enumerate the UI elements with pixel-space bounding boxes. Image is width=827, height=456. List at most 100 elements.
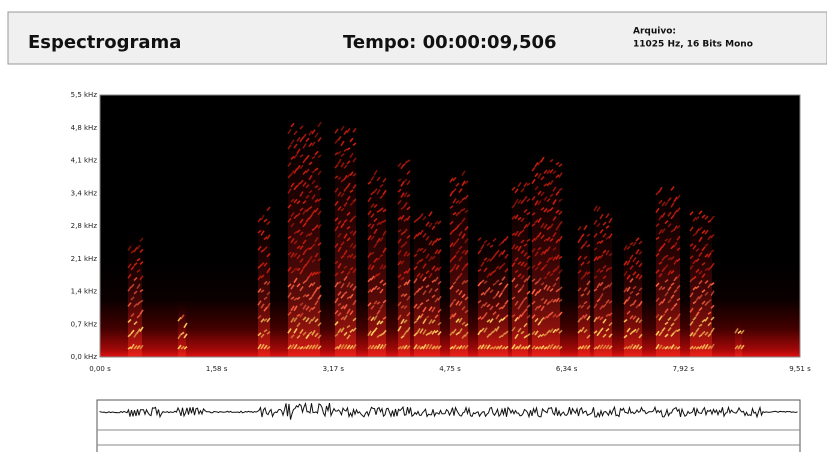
- harmonic: [596, 298, 601, 303]
- harmonic: [461, 197, 466, 201]
- harmonic: [558, 163, 563, 168]
- harmonic: [406, 194, 411, 198]
- harmonic: [552, 282, 557, 288]
- harmonic: [305, 208, 310, 213]
- harmonic: [740, 344, 745, 350]
- harmonic: [661, 298, 666, 304]
- harmonic: [317, 322, 322, 327]
- harmonic: [370, 344, 375, 350]
- harmonic: [623, 318, 628, 323]
- harmonic: [543, 169, 548, 175]
- harmonic: [449, 301, 454, 308]
- harmonic: [577, 304, 582, 309]
- harmonic: [403, 217, 408, 222]
- harmonic: [299, 191, 304, 197]
- harmonic: [263, 236, 268, 241]
- harmonic: [397, 345, 402, 350]
- harmonic: [416, 315, 421, 321]
- harmonic: [495, 265, 500, 270]
- harmonic: [526, 255, 531, 260]
- harmonic: [367, 264, 372, 270]
- harmonic: [461, 305, 466, 311]
- harmonic: [349, 328, 354, 333]
- harmonic: [520, 188, 525, 193]
- harmonic: [523, 322, 528, 328]
- harmonic: [629, 290, 634, 295]
- harmonic: [501, 304, 506, 310]
- harmonic: [257, 264, 262, 269]
- harmonic: [302, 200, 307, 205]
- harmonic: [311, 169, 316, 174]
- harmonic: [602, 221, 607, 226]
- harmonic: [422, 263, 427, 269]
- harmonic: [133, 332, 138, 338]
- harmonic: [311, 129, 316, 135]
- harmonic: [400, 335, 405, 339]
- harmonic: [379, 194, 384, 200]
- harmonic: [419, 258, 424, 263]
- harmonic: [346, 324, 351, 329]
- harmonic: [139, 299, 144, 304]
- harmonic: [293, 198, 298, 204]
- x-tick-label: 4,75 s: [439, 365, 461, 373]
- harmonic: [629, 265, 634, 270]
- harmonic: [334, 297, 339, 304]
- harmonic: [287, 144, 292, 150]
- harmonic: [290, 334, 295, 339]
- harmonic: [540, 191, 545, 197]
- harmonic: [514, 300, 519, 306]
- harmonic: [422, 276, 427, 282]
- harmonic: [586, 344, 591, 350]
- harmonic: [455, 182, 460, 187]
- harmonic: [698, 210, 703, 215]
- harmonic: [416, 259, 421, 265]
- harmonic: [425, 284, 430, 289]
- harmonic: [540, 250, 545, 256]
- harmonic: [655, 223, 660, 227]
- harmonic: [296, 164, 301, 171]
- harmonic: [483, 267, 488, 273]
- harmonic: [664, 333, 669, 338]
- harmonic: [287, 188, 292, 194]
- harmonic: [452, 211, 457, 216]
- harmonic: [558, 255, 563, 260]
- harmonic: [406, 234, 411, 239]
- harmonic: [257, 332, 262, 337]
- harmonic: [704, 301, 709, 307]
- harmonic: [593, 247, 598, 251]
- harmonic: [379, 332, 384, 337]
- harmonic: [382, 247, 387, 254]
- harmonic: [520, 261, 525, 267]
- harmonic: [661, 256, 666, 262]
- harmonic: [296, 346, 301, 350]
- harmonic: [623, 334, 628, 339]
- harmonic: [397, 162, 402, 168]
- harmonic: [692, 275, 697, 280]
- harmonic: [655, 190, 660, 196]
- harmonic: [449, 313, 454, 320]
- harmonic: [367, 277, 372, 283]
- harmonic: [629, 277, 634, 283]
- harmonic: [334, 242, 339, 248]
- harmonic: [130, 329, 135, 335]
- harmonic: [638, 287, 643, 292]
- harmonic: [546, 285, 551, 291]
- harmonic: [534, 251, 539, 257]
- harmonic: [707, 266, 712, 271]
- harmonic: [664, 308, 669, 314]
- harmonic: [593, 303, 598, 309]
- harmonic: [305, 233, 310, 238]
- harmonic: [549, 288, 554, 293]
- harmonic: [676, 258, 681, 262]
- harmonic: [397, 273, 402, 279]
- harmonic: [337, 328, 342, 334]
- harmonic: [577, 255, 582, 261]
- harmonic: [698, 280, 703, 285]
- harmonic: [599, 281, 604, 287]
- harmonic: [520, 299, 525, 305]
- harmonic: [400, 345, 405, 350]
- harmonic: [734, 328, 739, 334]
- harmonic: [260, 230, 265, 236]
- harmonic: [334, 345, 339, 350]
